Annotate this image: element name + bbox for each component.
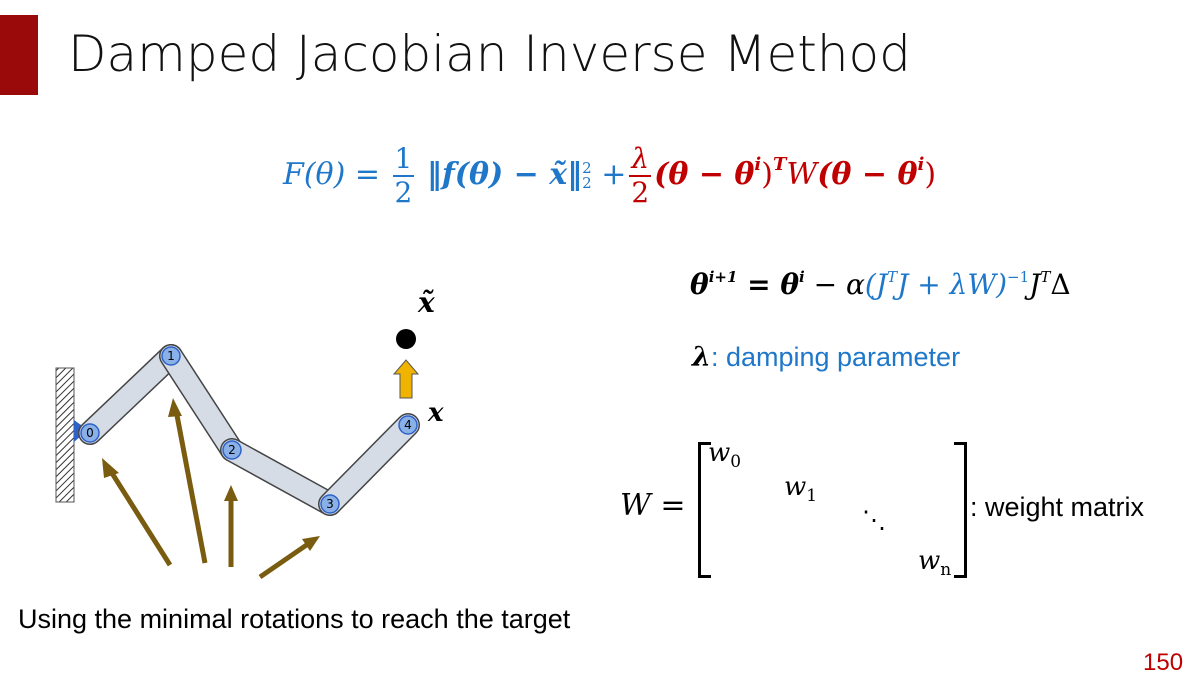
- matrix-left-bracket: [698, 442, 711, 578]
- update-inner-mid: J + λW): [897, 268, 1008, 301]
- wall-mount: [55, 367, 75, 503]
- norm-term: ‖f(θ) − x̃‖: [426, 157, 583, 192]
- lambda-fraction: λ 2: [629, 142, 652, 209]
- update-eq: = θ: [737, 268, 800, 301]
- reg-paren: ): [761, 157, 773, 192]
- fraction-denominator: 2: [394, 176, 413, 209]
- title-accent-bar: [0, 15, 38, 95]
- update-sup-i: i: [799, 268, 805, 286]
- matrix-dots: ⋱: [862, 506, 886, 534]
- update-tail: J: [1029, 268, 1041, 301]
- update-sup: i+1: [708, 268, 738, 286]
- joint-label-2: 2: [228, 443, 236, 457]
- objective-regularizer: λ 2 (θ − θi)TW(θ − θi): [626, 143, 936, 209]
- joint-0: [80, 423, 100, 443]
- arrow-head-icon: [224, 485, 238, 501]
- weight-symbol: W: [786, 157, 818, 192]
- plus-sign: +: [601, 157, 627, 192]
- lambda-symbol: λ: [692, 342, 711, 373]
- rotation-arrow-3: [258, 541, 310, 580]
- weight-matrix-label: : weight matrix: [970, 492, 1145, 522]
- reg-paren: ): [924, 157, 937, 192]
- joint-label-0: 0: [86, 426, 94, 440]
- joint-2: [222, 440, 242, 460]
- rotation-arrow-0: [107, 468, 173, 567]
- robot-arm-diagram: 0 1 2 3 4: [55, 329, 420, 580]
- objective-formula: F(θ) = 1 2 ‖f(θ) − x̃‖ 2 2 + λ 2 (θ − θi)T…: [283, 136, 936, 216]
- end-effector-label: x: [428, 398, 444, 428]
- joint-label-4: 4: [404, 418, 412, 432]
- caption: Using the minimal rotations to reach the…: [18, 604, 571, 634]
- half-fraction: 1 2: [392, 142, 415, 209]
- target-label: x̃: [418, 286, 435, 319]
- update-inner: (J: [864, 268, 888, 301]
- transpose-sup: T: [772, 154, 787, 175]
- weight-matrix-lhs: W =: [620, 488, 686, 523]
- matrix-entry-wn: wn: [918, 546, 952, 581]
- reg-term-left: (θ − θ: [654, 157, 755, 192]
- objective-data-term: F(θ) = 1 2 ‖f(θ) − x̃‖ 2 2 +: [283, 143, 626, 209]
- matrix-entry-w1: w1: [784, 472, 818, 507]
- arm-link-0: [79, 345, 182, 444]
- update-formula: θi+1 = θi − α(JTJ + λW)−1JTΔ: [690, 268, 1071, 301]
- norm-superscript: 2: [582, 159, 592, 177]
- rotation-arrow-1: [173, 409, 208, 564]
- norm-subscript: 2: [582, 174, 592, 192]
- update-inner-T: T: [887, 268, 898, 286]
- fraction-denominator: 2: [631, 176, 650, 209]
- damping-text: : damping parameter: [710, 342, 961, 372]
- arrow-head-icon: [168, 398, 182, 417]
- joint-3: [320, 494, 340, 514]
- reg-superscript: i: [754, 154, 762, 175]
- arrow-head-icon: [302, 536, 320, 551]
- damping-parameter-line: λ: damping parameter: [692, 342, 960, 373]
- reg-term-right: (θ − θ: [817, 157, 918, 192]
- arm-link-1: [160, 345, 243, 461]
- joint-label-3: 3: [326, 497, 334, 511]
- slide-title: Damped Jacobian Inverse Method: [68, 25, 911, 83]
- update-theta: θ: [690, 268, 709, 301]
- fraction-numerator: 1: [394, 142, 413, 175]
- matrix-right-bracket: [954, 442, 967, 578]
- arm-link-3: [319, 414, 419, 515]
- joint-1: [161, 346, 181, 366]
- update-delta: Δ: [1050, 268, 1071, 301]
- fraction-numerator: λ: [631, 142, 650, 175]
- reg-superscript: i: [917, 154, 925, 175]
- target-point: [396, 329, 416, 349]
- update-inverse-sup: −1: [1007, 268, 1030, 286]
- arm-link-2: [221, 439, 341, 515]
- update-alpha: − α: [804, 268, 865, 301]
- matrix-entry-w0: w0: [708, 438, 742, 473]
- page-number: 150: [1143, 649, 1184, 676]
- joint-4: [398, 415, 418, 435]
- up-arrow-icon: [392, 359, 420, 399]
- joint-label-1: 1: [167, 349, 175, 363]
- update-tail-T: T: [1040, 268, 1051, 286]
- arrow-head-icon: [102, 458, 119, 478]
- objective-lhs: F(θ) =: [283, 157, 380, 192]
